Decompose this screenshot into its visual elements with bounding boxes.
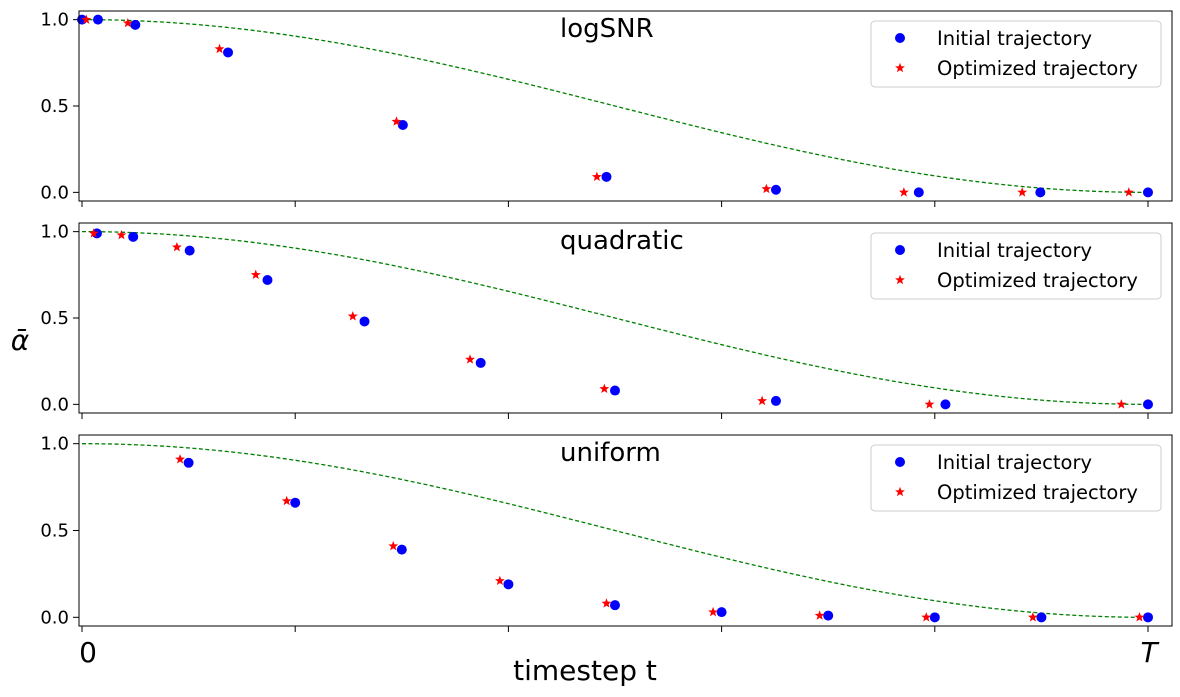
optimized-point [391,116,402,126]
legend-optimized-label: Optimized trajectory [937,57,1138,80]
initial-point [610,600,620,611]
legend-optimized-label: Optimized trajectory [937,481,1138,504]
initial-point [262,275,273,285]
optimized-point [599,383,610,394]
optimized-point [1123,187,1134,197]
legend-box [870,20,1162,88]
y-tick-label: 1.0 [40,434,69,455]
legend-optimized-marker [895,486,905,497]
initial-point [1143,612,1153,623]
optimized-point [388,540,399,551]
initial-point [1143,399,1153,410]
panel-uniform: 0.0 0.5 1.0 uniform Initial trajectory Optimi… [40,434,1173,632]
optimized-point [898,187,909,197]
initial-point [823,610,834,621]
optimized-point [1027,612,1038,622]
schedule-curve [81,443,1149,618]
initial-point [1036,612,1047,623]
initial-point [770,184,781,195]
optimized-point [171,241,182,252]
optimized-point [88,228,99,238]
legend-optimized-marker [895,62,905,73]
initial-point [183,457,194,468]
legend-optimized-label: Optimized trajectory [937,269,1138,292]
panel-quadratic: 0.0 0.5 1.0 quadratic Initial trajectory Opti… [40,222,1173,419]
optimized-point [465,354,475,364]
y-tick-label: 1.0 [40,222,69,243]
schedule-curve [81,230,1149,406]
optimized-point [757,395,768,406]
optimized-point [1134,612,1145,622]
optimized-point [708,606,719,617]
optimized-point [761,183,772,194]
legend-initial-label: Initial trajectory [937,239,1092,262]
legend-initial-label: Initial trajectory [937,451,1092,474]
optimized-point [347,311,358,321]
optimized-point [924,399,935,409]
initial-point [128,231,139,242]
initial-point [396,544,407,555]
optimized-point [1017,187,1028,197]
initial-point [397,120,408,130]
initial-point [130,19,141,30]
initial-point [770,395,781,406]
initial-point [913,187,924,198]
initial-point [601,171,612,182]
y-tick-label: 0.5 [40,521,69,542]
initial-point [929,612,940,623]
optimized-point [591,171,602,182]
initial-point [92,14,103,25]
initial-point [223,47,234,58]
panel-title: logSNR [560,14,654,44]
optimized-point [175,454,186,464]
optimized-point [494,575,505,586]
initial-point [1035,187,1046,198]
optimized-point [122,17,133,28]
legend-box [870,232,1162,300]
y-tick-label: 0.5 [40,308,69,329]
legend-box [870,444,1162,512]
optimized-point [601,598,612,608]
initial-point [290,497,301,508]
optimized-point [1116,399,1127,409]
panel-logSNR: 0.0 0.5 1.0 logSNR Initial trajectory Optimiz… [40,10,1173,207]
schedule-curve [81,18,1149,194]
initial-point [716,607,727,618]
optimized-point [214,43,225,54]
y-axis-label: ᾱ [11,324,30,357]
initial-point [1143,187,1153,198]
x-axis-label: timestep t [513,654,657,687]
axes-frame [78,222,1173,414]
y-tick-label: 1.0 [40,10,69,31]
y-tick-label: 0.0 [40,182,69,203]
y-tick-label: 0.0 [40,607,69,628]
initial-point [940,399,951,410]
initial-point [359,316,370,327]
initial-point [184,245,195,256]
legend-optimized-marker [895,274,905,285]
optimized-point [81,14,92,24]
axes-frame [78,434,1173,627]
axes-frame [78,10,1173,202]
x-tick-label-end: T [1140,636,1159,669]
y-tick-label: 0.5 [40,96,69,117]
legend-initial-label: Initial trajectory [937,27,1092,50]
optimized-point [921,612,932,622]
y-tick-label: 0.0 [40,394,69,415]
panel-title: quadratic [560,226,684,256]
initial-point [610,385,620,396]
legend-initial-marker [895,245,905,255]
optimized-point [281,495,292,506]
optimized-point [116,229,127,240]
initial-point [503,579,514,590]
legend-initial-marker [895,457,905,467]
initial-point [475,357,486,368]
panel-title: uniform [560,438,661,468]
x-tick-label-start: 0 [79,636,97,669]
optimized-point [814,610,825,620]
legend-initial-marker [895,33,905,43]
optimized-point [250,269,261,280]
